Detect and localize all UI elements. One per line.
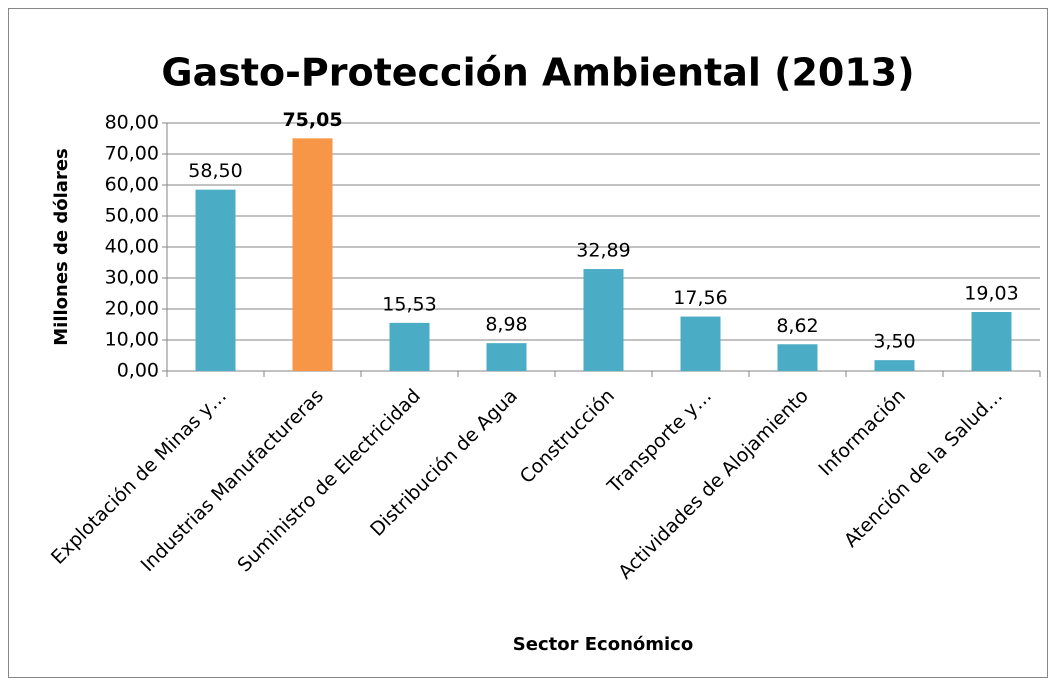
y-tick-label: 60,00 (105, 174, 159, 196)
chart-border (8, 8, 1048, 678)
y-tick-label: 70,00 (105, 143, 159, 165)
value-label: 58,50 (188, 160, 242, 182)
bar (195, 189, 236, 371)
y-tick-label: 30,00 (105, 267, 159, 289)
value-label: 8,62 (776, 315, 818, 337)
y-tick-label: 80,00 (105, 112, 159, 134)
y-tick-label: 0,00 (117, 360, 159, 382)
value-label: 19,03 (964, 283, 1018, 305)
y-tick-label: 20,00 (105, 298, 159, 320)
bar (292, 138, 333, 371)
y-tick-label: 50,00 (105, 205, 159, 227)
bar (583, 269, 624, 371)
bar (486, 343, 527, 371)
value-label: 15,53 (382, 293, 436, 315)
x-axis-title: Sector Económico (513, 634, 693, 655)
value-label: 3,50 (873, 331, 915, 353)
y-tick-label: 40,00 (105, 236, 159, 258)
value-label: 32,89 (576, 240, 630, 262)
bar (389, 322, 430, 371)
y-axis-title: Millones de dólares (51, 148, 72, 346)
bar (680, 316, 721, 371)
y-tick-label: 10,00 (105, 329, 159, 351)
bar (777, 344, 818, 371)
value-label: 75,05 (282, 109, 342, 131)
value-label: 8,98 (485, 314, 527, 336)
bar (874, 360, 915, 371)
value-label: 17,56 (673, 287, 727, 309)
chart-title: Gasto-Protección Ambiental (2013) (161, 51, 914, 95)
bar (971, 312, 1012, 371)
